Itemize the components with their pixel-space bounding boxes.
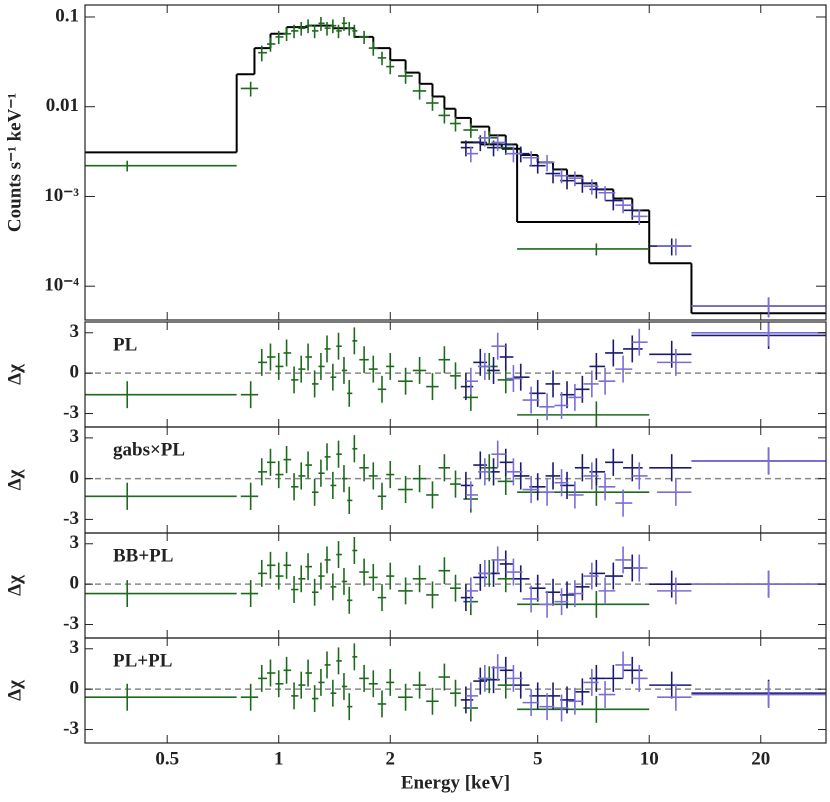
panel-plot — [85, 16, 826, 318]
panel-plot — [85, 537, 826, 618]
panel-label: PL — [113, 334, 137, 355]
y-tick-label: -3 — [63, 718, 79, 739]
x-tick-label: 0.5 — [155, 748, 179, 769]
panel-frame — [84, 637, 827, 744]
y-tick-label: 3 — [70, 637, 80, 658]
y-tick-label: 0.1 — [55, 5, 79, 26]
x-tick-label: 5 — [533, 748, 543, 769]
y-tick-label: -3 — [63, 402, 79, 423]
panel-plot — [85, 435, 826, 517]
panel-plot — [85, 322, 826, 427]
y-axis-label: Counts s⁻¹ keV⁻¹ — [4, 93, 25, 232]
x-tick-label: 2 — [386, 748, 396, 769]
y-axis-label: Δχ — [4, 680, 25, 701]
panel-label: PL+PL — [113, 650, 172, 671]
panel-label: BB+PL — [113, 545, 173, 566]
y-tick-label: 3 — [70, 426, 80, 447]
y-tick-label: 10⁻⁴ — [44, 275, 79, 296]
x-tick-label: 10 — [640, 748, 659, 769]
x-axis-label: Energy [keV] — [401, 772, 510, 793]
y-axis-label: Δχ — [4, 364, 25, 385]
y-tick-label: 10⁻³ — [44, 185, 79, 206]
y-axis-label: Δχ — [4, 469, 25, 490]
panel-label: gabs×PL — [113, 439, 185, 460]
y-tick-label: 0 — [70, 573, 80, 594]
y-tick-label: -3 — [63, 613, 79, 634]
y-axis-label: Δχ — [4, 575, 25, 596]
y-tick-label: 0.01 — [46, 95, 79, 116]
y-tick-label: -3 — [63, 508, 79, 529]
panel-plot — [85, 643, 826, 723]
y-tick-label: 3 — [70, 532, 80, 553]
x-tick-label: 1 — [274, 748, 284, 769]
x-tick-label: 20 — [751, 748, 770, 769]
y-tick-label: 0 — [70, 678, 80, 699]
y-tick-label: 3 — [70, 321, 80, 342]
y-tick-label: 0 — [70, 467, 80, 488]
panel-frame — [84, 4, 827, 321]
y-tick-label: 0 — [70, 362, 80, 383]
